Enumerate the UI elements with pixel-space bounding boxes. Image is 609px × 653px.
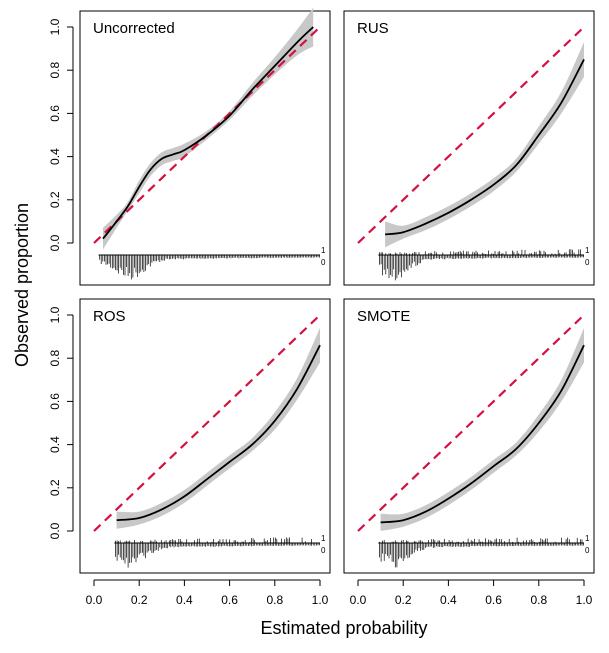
panel-frame: [343, 10, 595, 286]
panel-uncorrected: 1 0 Uncorrected 0.0 0.2 0.4 0.6 0.8 1.0: [48, 7, 331, 286]
spike-label-events: 1: [585, 246, 590, 255]
panel-frame: [79, 298, 331, 574]
spike-label-nonevents: 0: [321, 546, 326, 555]
confidence-band: [116, 328, 320, 529]
spike-label-nonevents: 0: [321, 258, 326, 267]
ideal-calibration-line: [93, 314, 321, 532]
confidence-band: [380, 328, 584, 531]
calibration-curve: [380, 344, 585, 524]
y-tick-label: 0.8: [48, 350, 62, 367]
x-tick-label: 0.8: [266, 593, 283, 607]
spike-label-events: 1: [585, 534, 590, 543]
x-tick-label: 0.0: [86, 593, 103, 607]
spike-histogram: [115, 537, 320, 568]
x-tick-label: 0.4: [440, 593, 457, 607]
calibration-curve: [102, 26, 314, 240]
spike-label-nonevents: 0: [585, 258, 590, 267]
y-tick-label: 0.6: [48, 105, 62, 122]
panel-frame: [79, 10, 331, 286]
spike-label-nonevents: 0: [585, 546, 590, 555]
x-tick-label: 0.2: [395, 593, 412, 607]
y-tick-label: 0.6: [48, 393, 62, 410]
x-tick-label: 0.2: [131, 593, 148, 607]
x-axis-title: Estimated probability: [260, 618, 427, 638]
panel-title: Uncorrected: [93, 20, 175, 37]
x-tick-label: 1.0: [576, 593, 593, 607]
spike-label-events: 1: [321, 246, 326, 255]
y-tick-label: 1.0: [48, 18, 62, 35]
y-tick-label: 0.8: [48, 62, 62, 79]
y-tick-label: 0.2: [48, 479, 62, 496]
y-axis-title: Observed proportion: [12, 203, 32, 367]
panel-rus: 1 0 RUS: [343, 10, 595, 286]
ideal-calibration-line: [357, 26, 585, 244]
y-tick-label: 0.4: [48, 148, 62, 165]
x-tick-label: 0.6: [221, 593, 238, 607]
panel-title: RUS: [357, 20, 389, 37]
confidence-band: [385, 42, 584, 248]
panel-title: SMOTE: [357, 308, 410, 325]
ideal-calibration-line: [357, 314, 585, 532]
y-tick-label: 0.0: [48, 234, 62, 251]
spike-histogram: [379, 537, 584, 568]
x-tick-label: 0.4: [176, 593, 193, 607]
calibration-curve: [384, 58, 585, 236]
x-tick-label: 0.6: [485, 593, 502, 607]
confidence-band: [103, 7, 314, 250]
y-tick-label: 0.4: [48, 436, 62, 453]
x-tick-label: 0.8: [530, 593, 547, 607]
calibration-curve: [116, 344, 321, 522]
y-tick-label: 0.2: [48, 191, 62, 208]
spike-histogram: [99, 255, 320, 280]
x-tick-label: 1.0: [312, 593, 329, 607]
spike-histogram: [379, 249, 584, 281]
panel-frame: [343, 298, 595, 574]
y-tick-label: 0.0: [48, 522, 62, 539]
panel-title: ROS: [93, 308, 126, 325]
panel-smote: 1 0 SMOTE 0.0 0.2 0.4 0.6 0.8 1.0: [343, 298, 595, 607]
spike-label-events: 1: [321, 534, 326, 543]
y-tick-label: 1.0: [48, 306, 62, 323]
x-tick-label: 0.0: [350, 593, 367, 607]
panel-ros: 1 0 ROS 0.0 0.2 0.4 0.6 0.8 1.0 0.0 0.2 0.4 0.6 0.8 1.…: [48, 298, 331, 607]
